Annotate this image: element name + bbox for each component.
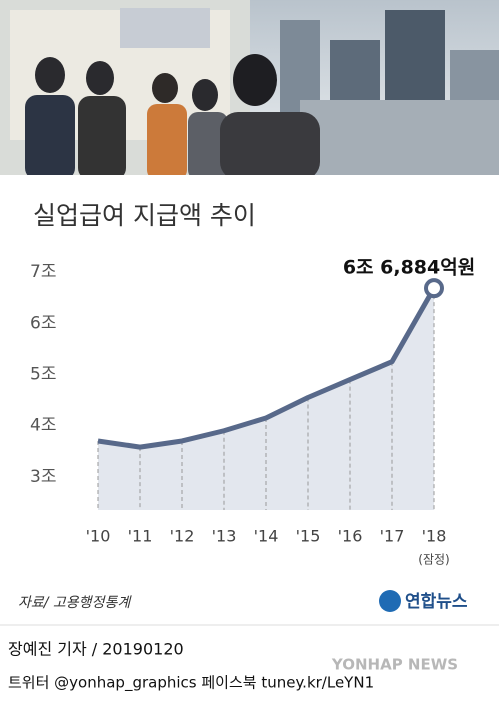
logo-icon	[379, 590, 401, 612]
y-tick-label: 6조	[30, 313, 56, 333]
footer: 트위터 @yonhap_graphics 페이스북 tuney.kr/LeYN1	[8, 674, 374, 693]
watermark: YONHAP NEWS	[331, 656, 458, 674]
credit: 장예진 기자 / 20190120	[8, 640, 184, 659]
logo: 연합뉴스	[405, 591, 468, 612]
x-tick-label: '14	[254, 527, 279, 546]
x-tick-label: '15	[296, 527, 321, 546]
area	[98, 288, 434, 510]
y-tick-label: 7조	[30, 262, 56, 282]
plot-area: 3조 4조 5조 6조 7조 '10 '11 '12 '13 '14 '15 '16 '17 '18 (잠정…	[30, 257, 475, 567]
x-tick-label: '18	[422, 527, 447, 546]
y-tick-label: 5조	[30, 364, 56, 384]
x-tick-label: '16	[338, 527, 363, 546]
x-tick-label: '10	[86, 527, 111, 546]
source: 자료/ 고용행정통계	[18, 595, 132, 611]
x-tick-label: '17	[380, 527, 405, 546]
value-label: 6조 6,884억원	[343, 257, 475, 279]
x-tick-label: '13	[212, 527, 237, 546]
y-tick-label: 4조	[30, 416, 56, 436]
header-photo	[0, 0, 499, 185]
category-note: (잠정)	[418, 553, 449, 567]
point	[424, 278, 444, 299]
line	[97, 286, 437, 450]
chart-title: 실업급여 지급액 추이	[33, 201, 256, 230]
x-tick-label: '11	[128, 527, 153, 546]
y-tick-label: 3조	[30, 467, 56, 487]
x-tick-label: '12	[170, 527, 195, 546]
